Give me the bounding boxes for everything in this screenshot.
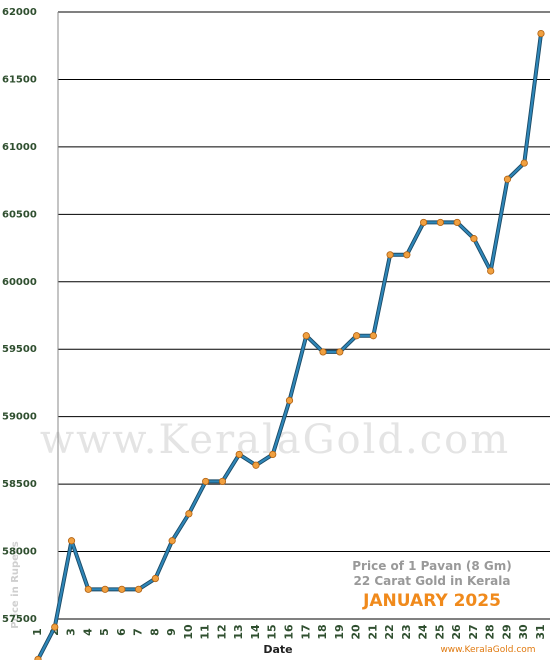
y-tick-label: 58500: [2, 479, 37, 490]
marker: [51, 623, 59, 631]
x-tick-label: 12: [215, 624, 228, 639]
footer: www.KeralaGold.com: [440, 645, 535, 655]
marker: [487, 267, 495, 275]
x-tick-label: 3: [65, 628, 78, 636]
marker: [218, 477, 227, 486]
x-tick-label: 25: [433, 624, 446, 639]
x-tick-label: 30: [517, 624, 530, 640]
x-tick-label: 5: [98, 628, 111, 636]
x-tick-label: 18: [316, 624, 329, 639]
y-tick-label: 61500: [2, 74, 37, 85]
x-tick-label: 7: [132, 628, 145, 636]
marker: [537, 29, 545, 38]
marker: [101, 585, 109, 593]
x-tick-label: 15: [266, 624, 279, 639]
x-tick-label: 1: [31, 628, 44, 636]
x-tick-label: 24: [417, 624, 430, 640]
marker: [202, 477, 210, 486]
x-tick-label: 10: [182, 624, 195, 640]
marker: [420, 218, 428, 227]
marker: [503, 175, 512, 183]
x-tick-label: 19: [333, 624, 346, 639]
x-tick-label: 20: [350, 624, 363, 640]
x-tick-label: 9: [165, 628, 178, 636]
marker: [453, 218, 461, 227]
marker: [403, 251, 411, 259]
x-tick-label: 27: [467, 624, 480, 639]
marker: [34, 655, 42, 660]
marker: [185, 510, 193, 518]
marker: [135, 585, 143, 593]
annotation: Price of 1 Pavan (8 Gm): [352, 559, 512, 573]
x-tick-label: 17: [299, 624, 312, 639]
marker: [319, 348, 327, 356]
marker: [436, 218, 444, 227]
marker: [336, 348, 344, 356]
marker: [302, 332, 310, 340]
x-axis-label: Date: [263, 643, 292, 656]
x-tick-label: 13: [232, 624, 245, 639]
y-tick-label: 62000: [2, 7, 37, 18]
x-tick-label: 31: [534, 624, 547, 639]
x-tick-label: 4: [81, 628, 94, 636]
marker: [369, 332, 377, 340]
y-tick-label: 60500: [2, 209, 37, 220]
marker: [352, 332, 361, 340]
marker: [235, 450, 243, 459]
y-tick-label: 61000: [2, 142, 37, 153]
x-tick-label: 26: [450, 624, 463, 640]
marker: [386, 251, 394, 259]
marker: [269, 450, 277, 459]
x-tick-label: 29: [500, 624, 513, 639]
y-tick-label: 57500: [2, 614, 37, 625]
x-tick-label: 11: [199, 624, 212, 639]
annotation: 22 Carat Gold in Kerala: [354, 574, 511, 588]
y-axis-label: Price in Rupees: [10, 541, 21, 628]
marker: [252, 461, 260, 469]
y-tick-label: 58000: [2, 547, 37, 558]
x-tick-label: 28: [484, 624, 497, 639]
marker: [520, 159, 528, 167]
marker: [118, 585, 126, 593]
y-tick-label: 59500: [2, 344, 37, 355]
y-tick-label: 59000: [2, 412, 37, 423]
x-tick-label: 22: [383, 624, 396, 639]
marker: [470, 235, 478, 243]
annotation: JANUARY 2025: [362, 591, 501, 611]
x-tick-label: 23: [400, 624, 413, 639]
marker: [285, 396, 294, 405]
marker: [84, 585, 92, 593]
x-tick-label: 8: [148, 628, 161, 636]
marker: [168, 537, 176, 545]
marker: [67, 537, 76, 545]
x-tick-label: 14: [249, 624, 262, 640]
y-tick-label: 60000: [2, 277, 37, 288]
marker: [151, 574, 159, 583]
x-tick-label: 6: [115, 628, 128, 636]
x-tick-label: 21: [366, 624, 379, 639]
x-tick-label: 16: [283, 624, 296, 640]
